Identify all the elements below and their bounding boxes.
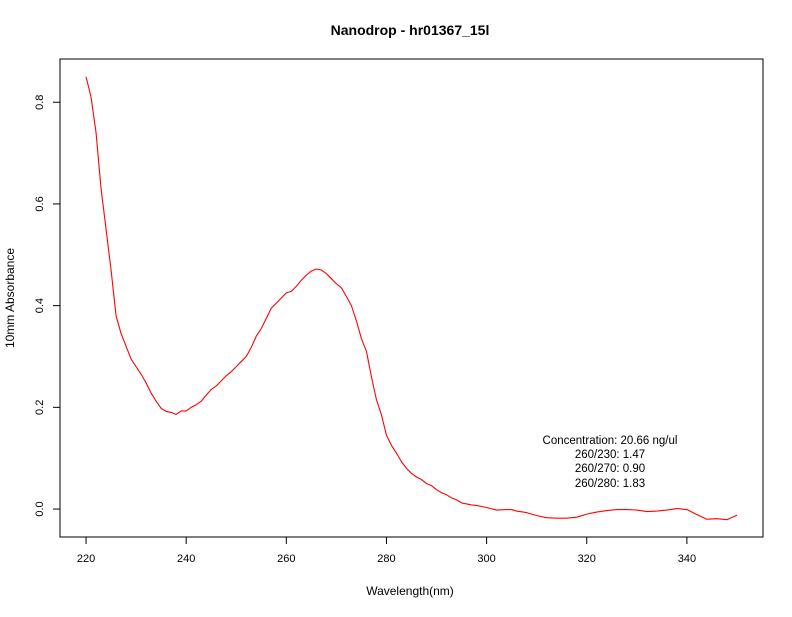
- x-tick-label: 240: [177, 553, 195, 565]
- x-tick-label: 320: [578, 553, 596, 565]
- y-axis: 0.0 0.2 0.4 0.6 0.8: [34, 95, 60, 517]
- stats-annotation: Concentration: 20.66 ng/ul 260/230: 1.47…: [543, 435, 678, 490]
- y-tick-label: 0.6: [34, 196, 46, 211]
- y-tick-label: 0.8: [34, 95, 46, 110]
- y-tick-label: 0.0: [34, 501, 46, 516]
- x-tick-label: 300: [477, 553, 495, 565]
- x-tick-label: 260: [277, 553, 295, 565]
- x-axis-label: Wavelength(nm): [366, 584, 454, 598]
- series-layer: [85, 76, 738, 521]
- y-tick-label: 0.4: [34, 298, 46, 313]
- absorbance-series-line: [85, 76, 738, 521]
- y-axis-label: 10mm Absorbance: [3, 248, 17, 348]
- annotation-260-230: 260/230: 1.47: [575, 449, 645, 461]
- x-tick-label: 280: [377, 553, 395, 565]
- chart-title: Nanodrop - hr01367_15l: [331, 22, 490, 38]
- y-tick-label: 0.2: [34, 400, 46, 415]
- x-axis: 220 240 260 280 300 320 340: [77, 537, 696, 565]
- annotation-concentration: Concentration: 20.66 ng/ul: [543, 435, 678, 447]
- x-tick-label: 340: [678, 553, 696, 565]
- x-tick-label: 220: [77, 553, 95, 565]
- annotation-260-270: 260/270: 0.90: [575, 463, 645, 475]
- plot-frame: [59, 58, 764, 538]
- annotation-260-280: 260/280: 1.83: [575, 478, 645, 490]
